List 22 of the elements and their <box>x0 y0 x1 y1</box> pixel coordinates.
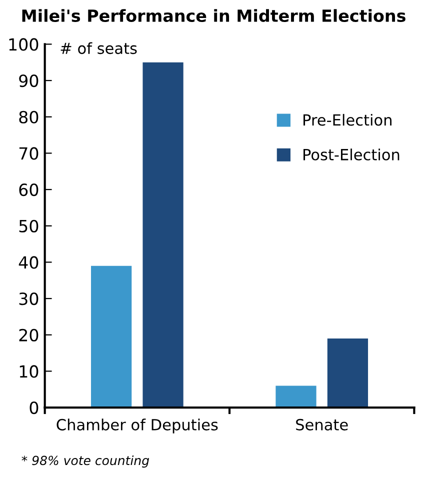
y-tick-label: 10 <box>20 365 38 378</box>
y-tick-label: 40 <box>18 256 38 269</box>
x-tick-label: Chamber of Deputies <box>56 418 218 434</box>
bar <box>91 266 132 408</box>
legend-label: Pre-Election <box>304 114 392 126</box>
y-tick-label: 100 <box>9 38 38 51</box>
chart-title: Milei's Performance in Midterm Elections <box>22 9 406 22</box>
x-tick-label: Senate <box>296 418 348 430</box>
y-axis-title: # of seats <box>60 42 137 54</box>
bar <box>327 338 368 408</box>
y-tick-label: 20 <box>19 328 38 342</box>
legend-label: Post-Election <box>304 148 400 160</box>
y-tick-label: 80 <box>19 110 38 124</box>
bar <box>142 62 184 408</box>
text: * 98% vote counting <box>22 455 150 468</box>
y-tick-label: 60 <box>19 183 38 196</box>
y-tick-label: 30 <box>19 292 38 306</box>
y-tick-label: 50 <box>19 220 38 232</box>
y-tick-label: 0 <box>30 401 38 414</box>
y-tick-label: 70 <box>19 147 38 160</box>
y-tick-label: 90 <box>19 74 38 88</box>
bar <box>276 386 316 408</box>
